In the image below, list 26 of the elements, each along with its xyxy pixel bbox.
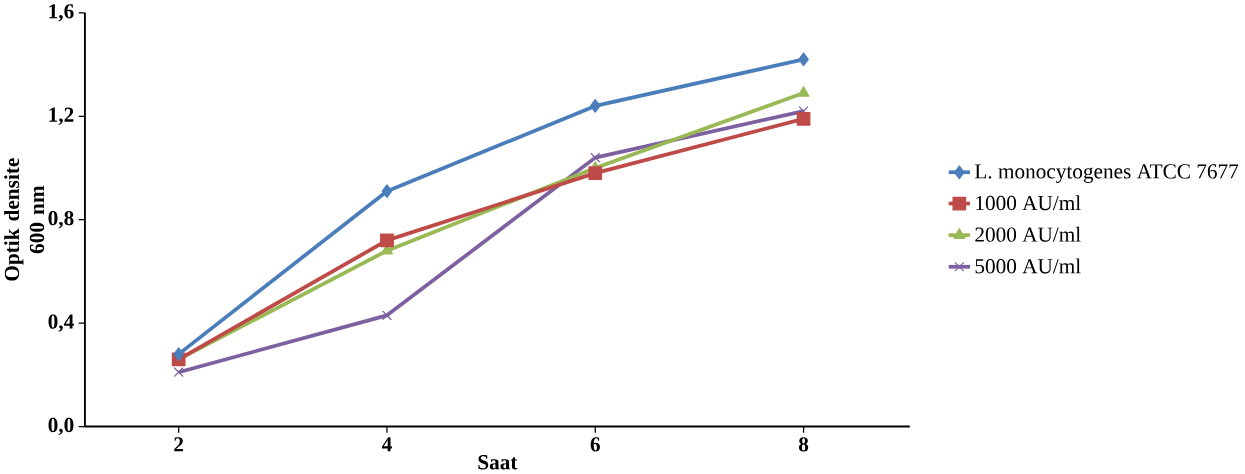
point bbox=[589, 99, 601, 114]
point bbox=[381, 310, 393, 321]
x-tick-label: 6 bbox=[590, 437, 600, 452]
point bbox=[380, 233, 394, 248]
point bbox=[798, 52, 809, 67]
y-tick-label: 0,4 bbox=[48, 314, 74, 333]
y-tick-label: 0,0 bbox=[48, 418, 74, 436]
point bbox=[381, 184, 393, 199]
x-tick-label: 4 bbox=[381, 437, 392, 452]
point bbox=[173, 347, 184, 362]
y-tick-label: 1,2 bbox=[49, 107, 74, 126]
point bbox=[797, 86, 810, 97]
y-tick-label: 1,6 bbox=[49, 4, 74, 22]
x-tick-label: 8 bbox=[798, 437, 809, 452]
legend-label: L. monocytogenes ATCC 7677 bbox=[974, 164, 1239, 184]
point bbox=[588, 166, 603, 181]
y-axis-title: Optik densite 600 nm bbox=[4, 158, 45, 281]
point bbox=[590, 152, 601, 163]
point bbox=[173, 367, 184, 378]
x-tick-label: 2 bbox=[174, 437, 184, 452]
legend-label: 1000 AU/ml bbox=[976, 195, 1081, 211]
y-tick-label: 0,8 bbox=[48, 211, 74, 229]
legend-label: 2000 AU/ml bbox=[975, 227, 1081, 243]
x-axis-title: Saat bbox=[478, 455, 518, 470]
point bbox=[796, 112, 811, 126]
legend-label: 5000 AU/ml bbox=[975, 258, 1081, 274]
